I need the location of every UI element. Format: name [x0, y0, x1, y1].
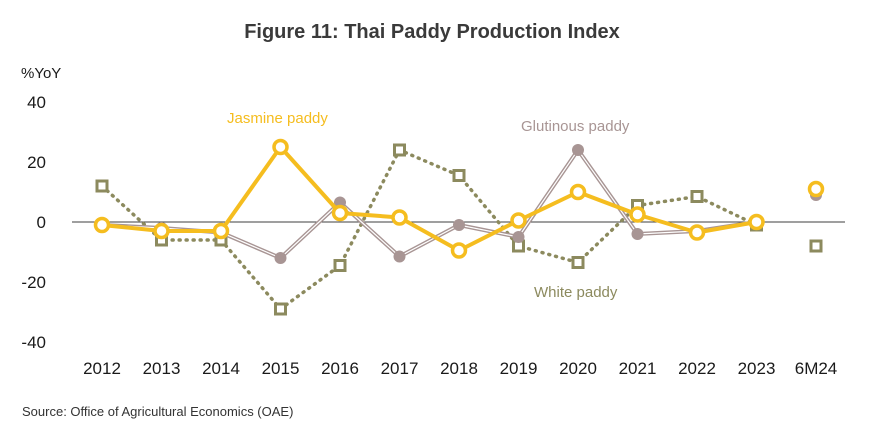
x-tick-label: 2017 — [381, 359, 419, 378]
jasmine-paddy-point — [629, 206, 646, 223]
white-paddy-label: White paddy — [534, 284, 618, 301]
x-tick-label: 2014 — [202, 359, 240, 378]
x-tick-label: 2019 — [500, 359, 538, 378]
glutinous-paddy-label: Glutinous paddy — [521, 118, 630, 135]
white-paddy-point — [571, 256, 585, 269]
white-paddy-point — [333, 259, 347, 272]
y-tick-label: 40 — [27, 93, 46, 112]
series-jasmine-paddy — [93, 138, 825, 259]
y-axis-unit-label: %YoY — [21, 65, 61, 82]
glutinous-paddy-point — [274, 252, 287, 264]
jasmine-paddy-point — [688, 224, 706, 241]
jasmine-paddy-point — [153, 222, 170, 240]
x-tick-label: 2023 — [738, 359, 776, 378]
glutinous-paddy-point — [512, 231, 525, 243]
x-tick-label: 2021 — [619, 359, 657, 378]
y-tick-label: 0 — [37, 213, 46, 232]
x-tick-label: 2018 — [440, 359, 478, 378]
white-paddy-point — [95, 179, 109, 193]
jasmine-paddy-point — [212, 222, 230, 240]
jasmine-paddy-point — [569, 183, 587, 201]
jasmine-paddy-label: Jasmine paddy — [227, 110, 328, 127]
white-paddy-point — [452, 169, 466, 182]
chart-title: Figure 11: Thai Paddy Production Index — [244, 21, 620, 43]
x-axis-ticks: 2012 2013 2014 2015 2016 2017 2018 2019 2020 2021… — [83, 359, 837, 378]
x-tick-label: 2013 — [143, 359, 181, 378]
glutinous-paddy-point — [393, 250, 406, 263]
jasmine-paddy-point — [331, 204, 349, 222]
white-paddy-point — [274, 302, 287, 316]
white-paddy-point — [393, 143, 406, 157]
x-tick-label: 2015 — [262, 359, 300, 378]
series-layer — [93, 138, 825, 316]
x-tick-label: 2016 — [321, 359, 359, 378]
glutinous-paddy-point — [453, 219, 465, 231]
x-tick-label: 6M24 — [795, 359, 838, 378]
source-note: Source: Office of Agricultural Economics… — [22, 404, 293, 419]
jasmine-paddy-point — [807, 180, 825, 198]
glutinous-paddy-point — [572, 144, 584, 156]
y-tick-label: -20 — [21, 273, 46, 292]
jasmine-paddy-point — [510, 212, 527, 229]
jasmine-paddy-point — [93, 216, 111, 234]
glutinous-paddy-point — [631, 228, 644, 240]
x-tick-label: 2020 — [559, 359, 597, 378]
y-tick-label: 20 — [27, 153, 46, 172]
jasmine-paddy-point — [450, 242, 468, 259]
jasmine-paddy-line — [101, 145, 757, 253]
jasmine-paddy-point — [272, 138, 289, 156]
jasmine-paddy-point — [748, 213, 765, 231]
white-paddy-point — [809, 239, 823, 253]
x-tick-label: 2022 — [678, 359, 716, 378]
jasmine-paddy-point — [391, 209, 408, 226]
y-axis-ticks: 40 20 0 -20 -40 — [21, 93, 46, 352]
white-paddy-point — [690, 190, 704, 203]
y-tick-label: -40 — [21, 333, 46, 352]
x-tick-label: 2012 — [83, 359, 121, 378]
